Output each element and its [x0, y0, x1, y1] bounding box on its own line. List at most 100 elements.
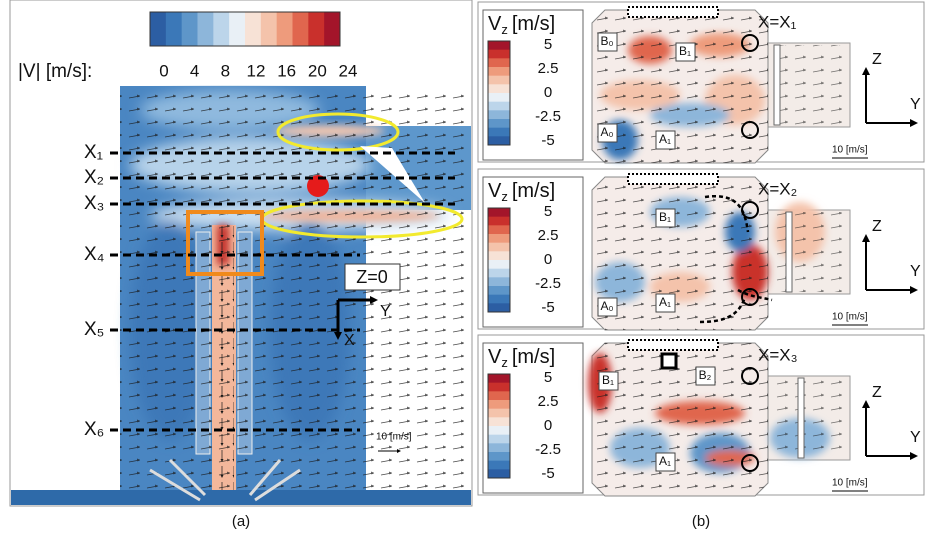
colorbar-tick: 4 [190, 61, 199, 80]
colorbar-tick: 20 [308, 61, 327, 80]
station-label: X₄ [84, 244, 105, 265]
floor [10, 490, 472, 506]
region-label: B₂ [699, 368, 712, 382]
legend-sub: z [501, 22, 508, 37]
caption: (a) [232, 513, 250, 530]
colorbar-tick: 2.5 [538, 393, 559, 410]
legend-symbol: V [488, 180, 502, 202]
colorbar-swatch [488, 243, 510, 252]
colorbar-swatch [488, 400, 510, 409]
colorbar-tick: 0 [544, 417, 552, 434]
colorbar-swatch [488, 251, 510, 260]
colorbar-swatch [166, 12, 182, 46]
colorbar-tick: 5 [544, 36, 552, 53]
jet-vectors [214, 225, 234, 495]
dotted-inlet [628, 340, 718, 350]
colorbar-swatch [488, 269, 510, 278]
scale-label: 10 [m/s] [832, 145, 868, 156]
station-label: X₂ [84, 167, 104, 188]
colorbar-swatch [182, 12, 198, 46]
scale-label: 10 [m/s] [832, 312, 868, 323]
legend-sub: z [501, 355, 508, 370]
colorbar-swatch [308, 12, 324, 46]
station-label: X=X₃ [758, 345, 798, 364]
vectors [592, 10, 768, 163]
colorbar-swatch [488, 286, 510, 295]
dotted-inlet [628, 7, 718, 17]
region-label: A₀ [601, 125, 614, 139]
colorbar-swatch [488, 41, 510, 50]
channel-vectors [772, 378, 848, 458]
region-label: B₁ [679, 44, 691, 58]
colorbar-swatch [198, 12, 214, 46]
colorbar-swatch [488, 217, 510, 226]
plate [798, 378, 804, 458]
colorbar-swatch [488, 208, 510, 217]
region-label: B₁ [602, 373, 614, 387]
colorbar-swatch [488, 391, 510, 400]
colorbar-tick: -5 [541, 465, 554, 482]
station-label: X₅ [84, 319, 104, 340]
dotted-inlet [628, 174, 718, 184]
vectors [120, 86, 472, 496]
colorbar-swatch [213, 12, 229, 46]
panel-a: 04812162024 |V| [m/s]: X₁X₂X₃X₄X₅X₆ Z=0 … [10, 0, 472, 530]
legend-unit: [m/s] [512, 180, 555, 202]
scale-label: 10 [m/s] [376, 432, 412, 443]
region-label: B₁ [659, 210, 671, 224]
legend-sub: z [501, 189, 508, 204]
colorbar-swatch [277, 12, 293, 46]
colorbar-tick: 5 [544, 203, 552, 220]
axis-label: Y [380, 303, 391, 320]
colorbar-tick: 16 [277, 61, 296, 80]
colorbar-swatch [488, 50, 510, 59]
region-label: A₁ [659, 132, 671, 146]
plate [786, 212, 792, 292]
colorbar-tick: -5 [541, 299, 554, 316]
station-label: X₁ [84, 142, 103, 163]
colorbar-swatch [488, 260, 510, 269]
axis-label: Z [872, 51, 882, 68]
station-label: X₃ [84, 193, 104, 214]
colorbar-swatch [261, 12, 277, 46]
colorbar-swatch [488, 277, 510, 286]
colorbar-swatch [488, 417, 510, 426]
subpanel: Vz[m/s]52.50-2.5-5B₀B₁A₀A₁X=X₁ZY10 [m/s] [478, 2, 924, 163]
colorbar-swatch [488, 452, 510, 461]
plate [774, 45, 780, 125]
plane-label: Z=0 [356, 267, 388, 287]
channel-vectors [772, 212, 848, 292]
colorbar-swatch [150, 12, 166, 46]
axis-label: X [344, 332, 355, 349]
colorbar-swatch [488, 303, 510, 312]
colorbar-swatch [488, 234, 510, 243]
caption: (b) [692, 513, 710, 530]
axis-label: Y [910, 429, 921, 446]
colorbar-swatch [488, 84, 510, 93]
channel-vectors [772, 45, 848, 125]
axis-label: Z [872, 384, 882, 401]
colorbar-swatch [488, 76, 510, 85]
colorbar-tick: 12 [247, 61, 266, 80]
legend-title: Vz [m/s] [488, 180, 555, 204]
station-label: X₆ [84, 419, 104, 440]
legend-unit: [m/s] [512, 346, 555, 368]
colorbar-swatch [324, 12, 340, 46]
colorbar-swatch [488, 136, 510, 145]
colorbar-swatch [488, 443, 510, 452]
legend-symbol: V [488, 13, 502, 35]
colorbar-swatch [245, 12, 261, 46]
colorbar-swatch [488, 225, 510, 234]
colorbar-tick: -2.5 [535, 275, 561, 292]
figure: 04812162024 |V| [m/s]: X₁X₂X₃X₄X₅X₆ Z=0 … [0, 0, 926, 537]
colorbar-tick: -2.5 [535, 441, 561, 458]
colorbar-label: |V| [m/s]: [18, 61, 92, 82]
axis-label: Z [872, 218, 882, 235]
legend-symbol: V [488, 346, 502, 368]
colorbar-swatch [488, 374, 510, 383]
colorbar-tick: 0 [544, 251, 552, 268]
colorbar-tick: 0 [544, 84, 552, 101]
colorbar-tick: 2.5 [538, 60, 559, 77]
